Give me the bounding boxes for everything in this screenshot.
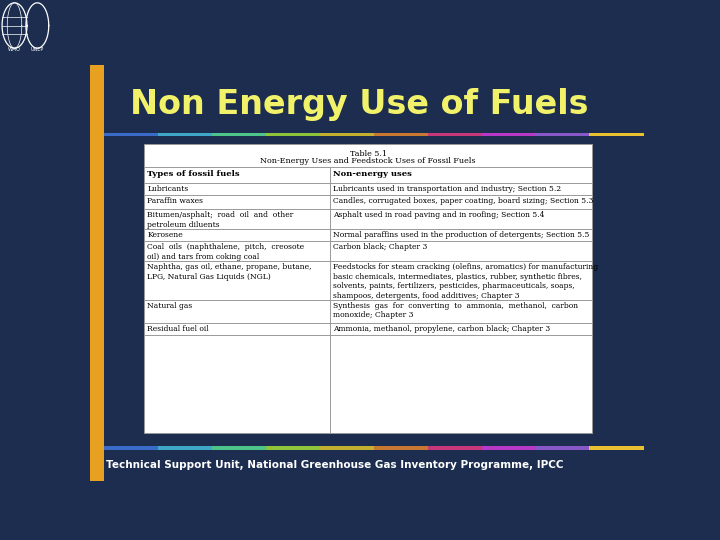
Text: UNEP: UNEP <box>31 47 44 52</box>
Bar <box>144 144 593 433</box>
Bar <box>158 446 212 450</box>
Bar <box>536 132 590 137</box>
Text: Non-energy uses: Non-energy uses <box>333 170 412 178</box>
Bar <box>482 446 536 450</box>
Bar <box>212 132 266 137</box>
Text: Coal  oils  (naphthalene,  pitch,  creosote
oil) and tars from coking coal: Coal oils (naphthalene, pitch, creosote … <box>148 244 305 261</box>
Text: Kerosene: Kerosene <box>148 231 183 239</box>
Text: WMO: WMO <box>8 47 21 52</box>
Bar <box>104 132 158 137</box>
Bar <box>320 446 374 450</box>
Text: Lubricants used in transportation and industry; Section 5.2: Lubricants used in transportation and in… <box>333 185 562 193</box>
Text: Ammonia, methanol, propylene, carbon black; Chapter 3: Ammonia, methanol, propylene, carbon bla… <box>333 325 551 333</box>
Text: Synthesis  gas  for  converting  to  ammonia,  methanol,  carbon
monoxide; Chapt: Synthesis gas for converting to ammonia,… <box>333 302 578 320</box>
Text: Technical Support Unit, National Greenhouse Gas Inventory Programme, IPCC: Technical Support Unit, National Greenho… <box>106 460 563 470</box>
Text: Non Energy Use of Fuels: Non Energy Use of Fuels <box>130 89 589 122</box>
Text: Table 5.1: Table 5.1 <box>350 150 387 158</box>
Bar <box>590 132 644 137</box>
Text: Types of fossil fuels: Types of fossil fuels <box>148 170 240 178</box>
Bar <box>536 446 590 450</box>
Bar <box>90 65 104 481</box>
Bar <box>428 446 482 450</box>
Text: Carbon black; Chapter 3: Carbon black; Chapter 3 <box>333 244 428 252</box>
Text: Asphalt used in road paving and in roofing; Section 5.4: Asphalt used in road paving and in roofi… <box>333 211 545 219</box>
Bar <box>158 132 212 137</box>
Bar <box>320 132 374 137</box>
Bar <box>266 132 320 137</box>
Text: Paraffin waxes: Paraffin waxes <box>148 197 203 205</box>
Bar <box>266 446 320 450</box>
Text: Normal paraffins used in the production of detergents; Section 5.5: Normal paraffins used in the production … <box>333 231 590 239</box>
Bar <box>374 446 428 450</box>
Text: Candles, corrugated boxes, paper coating, board sizing; Section 5.3: Candles, corrugated boxes, paper coating… <box>333 197 594 205</box>
Bar <box>212 446 266 450</box>
Text: Feedstocks for steam cracking (olefins, aromatics) for manufacturing
basic chemi: Feedstocks for steam cracking (olefins, … <box>333 264 598 300</box>
Bar <box>428 132 482 137</box>
Bar <box>482 132 536 137</box>
Text: Naphtha, gas oil, ethane, propane, butane,
LPG, Natural Gas Liquids (NGL): Naphtha, gas oil, ethane, propane, butan… <box>148 264 312 281</box>
Text: Natural gas: Natural gas <box>148 302 193 310</box>
Bar <box>104 446 158 450</box>
Text: Residual fuel oil: Residual fuel oil <box>148 325 209 333</box>
Bar <box>374 132 428 137</box>
Text: Non-Energy Uses and Feedstock Uses of Fossil Fuels: Non-Energy Uses and Feedstock Uses of Fo… <box>261 157 476 165</box>
Text: Lubricants: Lubricants <box>148 185 189 193</box>
Bar <box>590 446 644 450</box>
Text: Bitumen/asphalt;  road  oil  and  other
petroleum diluents: Bitumen/asphalt; road oil and other petr… <box>148 211 294 228</box>
